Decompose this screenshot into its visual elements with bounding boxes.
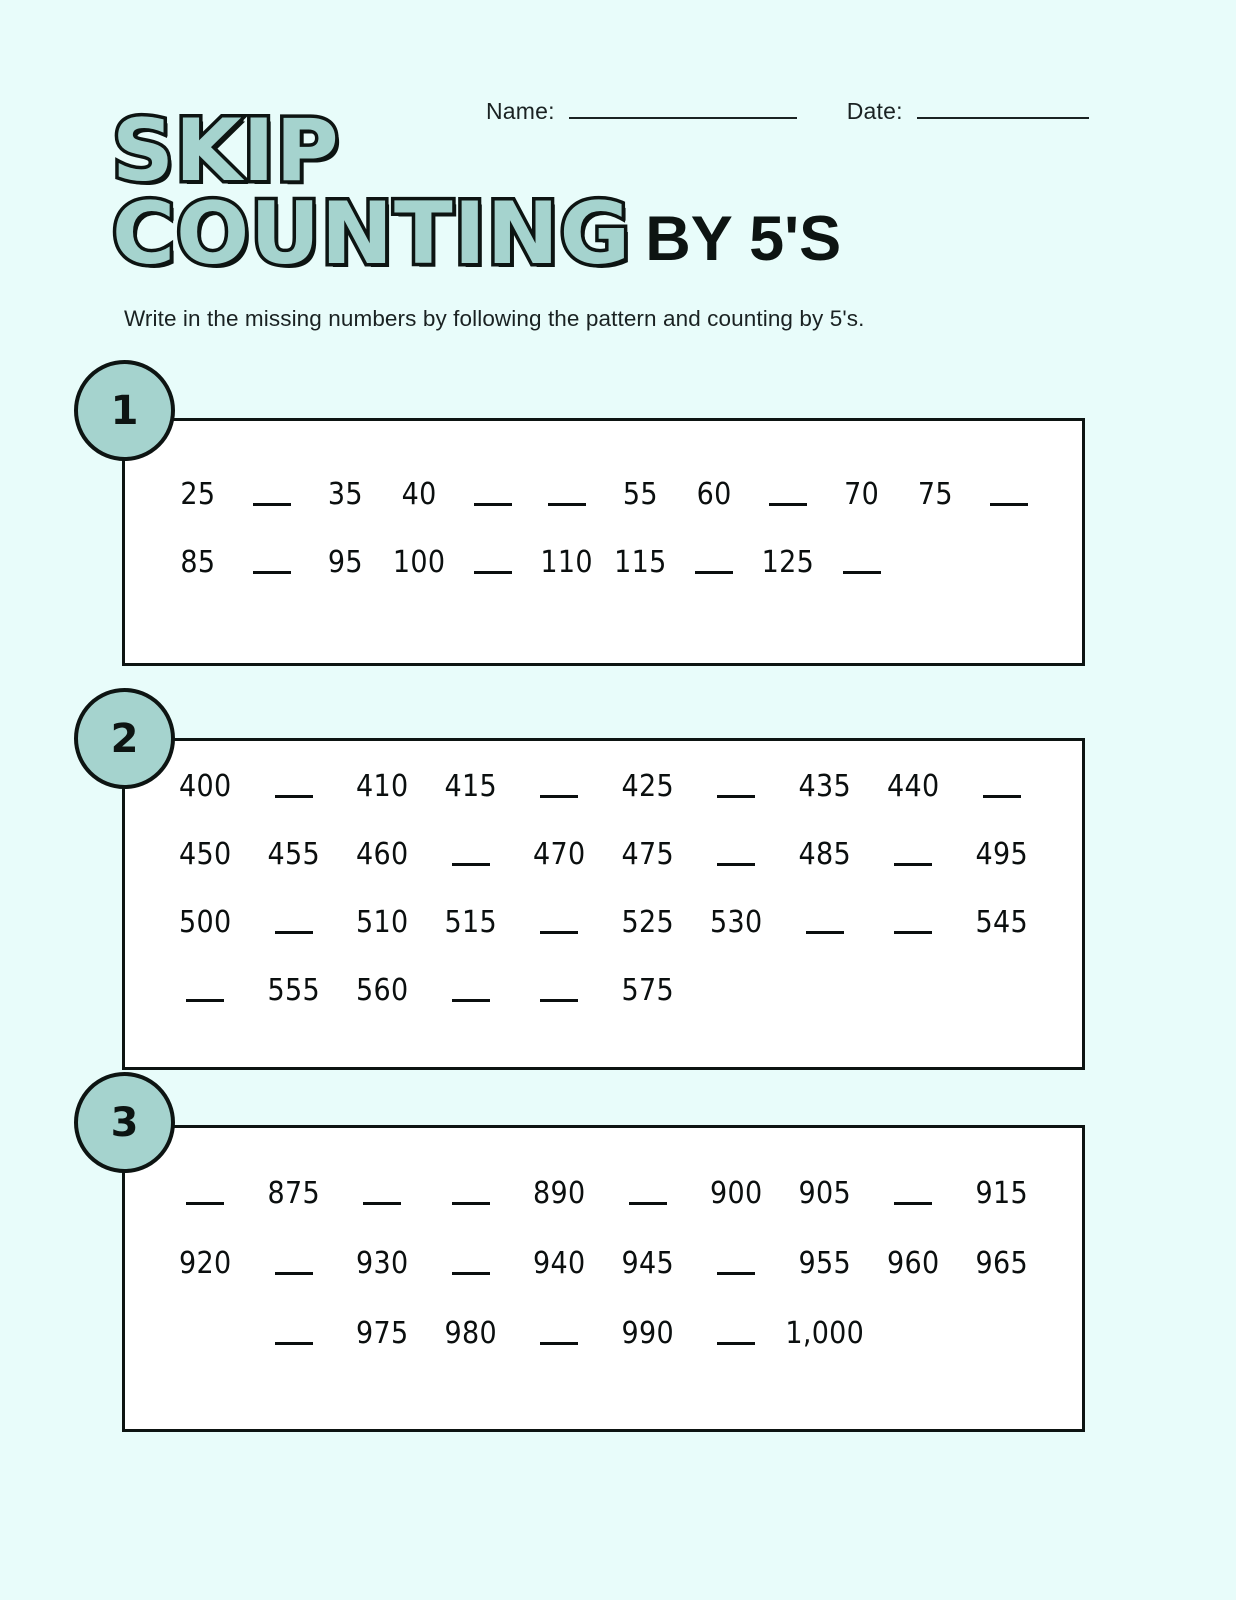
sequence-row: 975 980 990 1,000 [161,1316,1046,1386]
number-cell: 450 [179,837,232,872]
number-cell: 500 [179,905,232,940]
number-cell: 475 [621,837,674,872]
sequence-row: 875 890 900 905 915 [161,1176,1046,1246]
number-cell: 965 [975,1245,1028,1281]
number-cell: 60 [696,477,732,512]
number-cell: 35 [327,477,363,512]
number-cell: 470 [533,837,586,872]
number-cell: 440 [887,769,940,804]
date-label: Date: [846,98,903,124]
number-cell: 125 [761,545,815,580]
number-cell: 25 [180,477,216,512]
number-cell: 530 [710,905,763,940]
number-cell: 905 [798,1175,851,1211]
exercise-badge-1: 1 [74,360,175,461]
exercise-badge-2: 2 [74,688,175,789]
number-cell: 400 [179,769,232,804]
number-cell: 875 [267,1175,320,1211]
exercise-box-1: 25 35 40 55 60 70 75 85 95 100 110 115 125 [122,418,1085,666]
name-label: Name: [486,98,555,124]
number-cell: 960 [887,1245,940,1281]
title-word-by-5s: BY 5'S [645,204,842,275]
number-cell: 890 [533,1175,586,1211]
number-cell: 100 [392,545,446,580]
number-cell: 575 [621,973,674,1008]
sequence-rows-3: 875 890 900 905 915 920 930 940 945 955 960 965 975… [125,1128,1082,1429]
instructions-text: Write in the missing numbers by followin… [124,306,865,331]
number-cell: 915 [975,1175,1028,1211]
number-cell: 525 [621,905,674,940]
number-cell: 460 [356,837,409,872]
title-word-skip: SKIP [109,101,343,201]
number-cell: 940 [533,1245,586,1281]
page-title: SKIP COUNTING BY 5'S [108,101,1112,285]
number-cell: 560 [356,973,409,1008]
name-date-row: Name: Date: [486,97,1089,125]
number-cell: 555 [267,973,320,1008]
number-cell: 115 [614,545,667,580]
number-cell: 945 [621,1245,674,1281]
number-cell: 515 [444,905,497,940]
number-cell: 110 [540,545,593,580]
number-cell: 425 [621,769,674,804]
sequence-row: 400 410 415 425 435 440 [161,769,1046,837]
number-cell: 415 [444,769,497,804]
exercise-box-3: 875 890 900 905 915 920 930 940 945 955 960 965 975… [122,1125,1085,1432]
sequence-row: 500 510 515 525 530 545 [161,905,1046,973]
number-cell: 55 [622,477,658,512]
name-input-line[interactable] [568,97,797,119]
date-input-line[interactable] [916,97,1089,119]
number-cell: 95 [327,545,363,580]
number-cell: 980 [444,1315,497,1351]
number-cell: 85 [180,545,216,580]
sequence-rows-1: 25 35 40 55 60 70 75 85 95 100 110 115 125 [125,421,1082,663]
exercise-badge-3: 3 [74,1072,175,1173]
title-word-counting: COUNTING [108,184,633,285]
number-cell: 920 [179,1245,232,1281]
sequence-row: 25 35 40 55 60 70 75 [161,477,1046,545]
sequence-row: 85 95 100 110 115 125 [161,545,1046,613]
title-line-2: COUNTING BY 5'S [108,184,1112,285]
number-cell: 40 [401,477,437,512]
title-line-1: SKIP [109,101,1112,201]
number-cell: 1,000 [785,1315,865,1351]
number-cell: 990 [621,1315,674,1351]
number-cell: 410 [356,769,409,804]
number-cell: 955 [798,1245,851,1281]
number-cell: 900 [710,1175,763,1211]
sequence-row: 555 560 575 [161,973,1046,1041]
number-cell: 975 [356,1315,409,1351]
number-cell: 495 [975,837,1028,872]
number-cell: 455 [267,837,320,872]
exercise-box-2: 400 410 415 425 435 440 450 455 460 470 475 485 495 5… [122,738,1085,1070]
number-cell: 545 [975,905,1028,940]
sequence-rows-2: 400 410 415 425 435 440 450 455 460 470 475 485 495 5… [125,741,1082,1067]
number-cell: 70 [844,477,880,512]
sequence-row: 920 930 940 945 955 960 965 [161,1246,1046,1316]
sequence-row: 450 455 460 470 475 485 495 [161,837,1046,905]
number-cell: 75 [917,477,953,512]
number-cell: 510 [356,905,409,940]
number-cell: 930 [356,1245,409,1281]
number-cell: 485 [798,837,851,872]
number-cell: 435 [798,769,851,804]
